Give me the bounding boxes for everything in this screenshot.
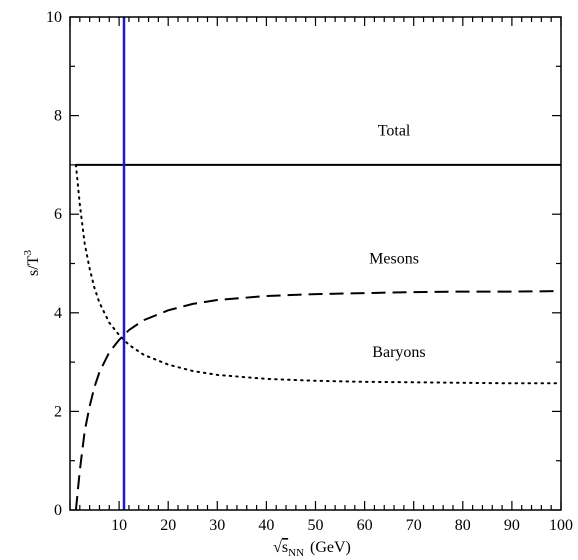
y-tick-label: 4 bbox=[54, 305, 62, 322]
x-tick-label: 20 bbox=[160, 517, 176, 534]
x-tick-label: 10 bbox=[111, 517, 127, 534]
y-tick-label: 8 bbox=[54, 108, 62, 125]
annotation-mesons: Mesons bbox=[369, 251, 419, 268]
annotation-baryons: Baryons bbox=[372, 344, 425, 361]
y-axis-label-main: s/T bbox=[25, 255, 42, 276]
series-layer bbox=[74, 163, 561, 510]
x-tick-label: 70 bbox=[406, 517, 422, 534]
x-tick-label: 30 bbox=[209, 517, 225, 534]
tick-labels-layer: 10 20 30 40 50 60 70 80 90 100 0 2 4 6 8 10 bbox=[46, 9, 573, 534]
annotations-layer: Total Mesons Baryons bbox=[369, 122, 425, 361]
x-axis-label-main: s bbox=[282, 539, 288, 556]
x-tick-label: 60 bbox=[357, 517, 373, 534]
series-line-dashed bbox=[74, 290, 561, 510]
x-axis-label-sqrt: √ bbox=[273, 539, 282, 556]
x-tick-label: 50 bbox=[308, 517, 324, 534]
x-tick-label: 40 bbox=[258, 517, 274, 534]
series-line-dotted bbox=[74, 163, 561, 385]
y-tick-label: 6 bbox=[54, 206, 62, 223]
x-tick-label: 80 bbox=[455, 517, 471, 534]
x-tick-label: 90 bbox=[504, 517, 520, 534]
x-axis-label-unit: (GeV) bbox=[310, 539, 351, 556]
ticks-layer bbox=[69, 16, 562, 511]
plot-frame bbox=[69, 16, 562, 511]
x-tick-label: 100 bbox=[549, 517, 573, 534]
y-tick-label: 0 bbox=[54, 502, 62, 519]
annotation-total: Total bbox=[378, 122, 411, 139]
x-axis-label-sub: NN bbox=[288, 547, 304, 559]
x-axis-label: √sNN (GeV) bbox=[273, 539, 351, 559]
y-tick-label: 10 bbox=[46, 9, 62, 26]
y-axis-label: s/T3 bbox=[22, 250, 42, 276]
y-axis-label-sup: 3 bbox=[22, 250, 34, 256]
y-tick-label: 2 bbox=[54, 403, 62, 420]
